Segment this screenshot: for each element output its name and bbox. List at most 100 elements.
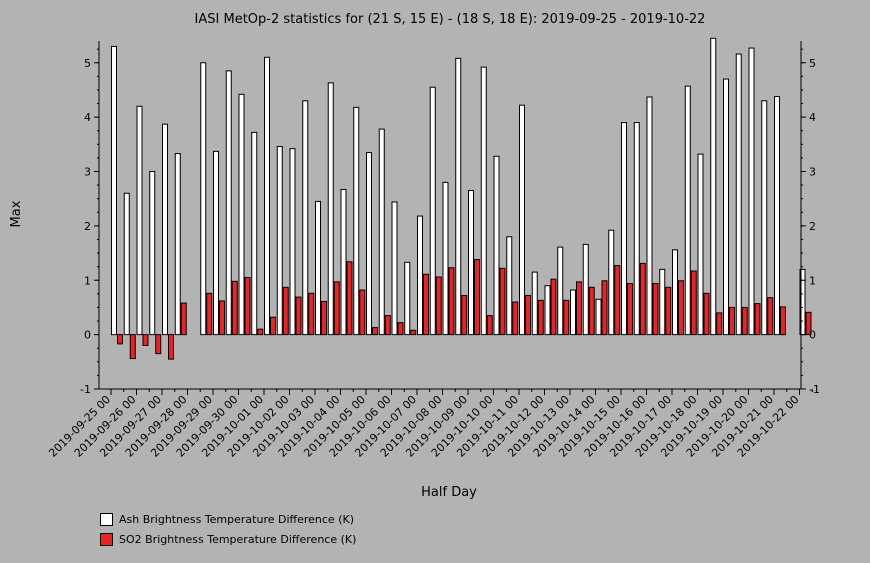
- so2-bar: [346, 261, 353, 336]
- so2-bar: [639, 262, 646, 336]
- y-tick-label-right: 5: [809, 57, 816, 70]
- ash-bar: [659, 268, 666, 336]
- ash-bar: [493, 155, 500, 336]
- so2-bar: [244, 277, 251, 336]
- ash-bar: [774, 95, 780, 336]
- so2-bar: [231, 280, 238, 336]
- ash-bar: [366, 151, 372, 336]
- ash-bar: [455, 57, 462, 336]
- ash-bar: [672, 249, 678, 336]
- ash-bar: [646, 96, 653, 336]
- so2-bar: [397, 322, 404, 336]
- so2-bar: [435, 276, 442, 336]
- ash-bar: [353, 106, 360, 336]
- legend-swatch-so2: [100, 533, 113, 546]
- ash-bar: [213, 150, 219, 336]
- y-tick-label-right: 2: [809, 220, 816, 233]
- ash-bar: [162, 123, 168, 336]
- ash-bar: [468, 190, 474, 336]
- so2-bar: [703, 292, 710, 336]
- ash-bar: [582, 243, 589, 336]
- y-tick-label-right: 0: [809, 329, 816, 342]
- ash-bar: [480, 66, 487, 336]
- so2-bar: [219, 300, 225, 336]
- so2-bar: [423, 273, 429, 336]
- so2-bar: [117, 334, 123, 345]
- ash-bar: [174, 153, 181, 336]
- bars-group: [111, 37, 812, 360]
- ash-bar: [429, 86, 436, 336]
- so2-bar: [486, 315, 493, 336]
- so2-bar: [333, 281, 340, 336]
- legend-swatch-ash: [100, 513, 113, 526]
- chart-title: IASI MetOp-2 statistics for (21 S, 15 E)…: [195, 12, 706, 27]
- y-tick-label-left: 5: [84, 57, 91, 70]
- so2-bar: [168, 334, 174, 360]
- ash-bar: [225, 70, 232, 336]
- y-tick-label-left: 3: [84, 166, 91, 179]
- so2-bar: [384, 315, 391, 336]
- so2-bar: [295, 296, 302, 336]
- ash-bar: [748, 47, 755, 336]
- so2-bar: [716, 312, 723, 336]
- y-tick-label-left: 0: [84, 329, 91, 342]
- so2-bar: [448, 267, 455, 336]
- ash-bar: [761, 100, 768, 336]
- so2-bar: [372, 327, 378, 336]
- ash-bar: [340, 188, 347, 336]
- ash-bar: [570, 289, 576, 336]
- ash-bar: [735, 53, 742, 336]
- so2-bar: [741, 306, 748, 336]
- so2-bar: [665, 286, 672, 336]
- ash-bar: [506, 236, 513, 336]
- ash-bar: [544, 285, 551, 336]
- y-axis-label: Max: [9, 200, 24, 227]
- ash-bar: [684, 85, 691, 336]
- ash-bar: [111, 45, 117, 336]
- legend-item-ash: Ash Brightness Temperature Difference (K…: [100, 513, 354, 526]
- so2-bar: [601, 280, 608, 336]
- y-tick-label-right: 1: [809, 274, 816, 287]
- so2-bar: [461, 294, 468, 336]
- y-tick-label-right: -1: [809, 383, 820, 396]
- ash-bar: [417, 215, 423, 336]
- ash-bar: [149, 171, 156, 336]
- y-tick-label-left: -1: [80, 383, 91, 396]
- ash-bar: [327, 82, 334, 336]
- so2-bar: [525, 294, 531, 336]
- ash-bar: [595, 298, 602, 336]
- ash-bar: [723, 78, 729, 336]
- ash-bar: [697, 153, 704, 336]
- ash-bar: [302, 100, 309, 336]
- legend-label-ash: Ash Brightness Temperature Difference (K…: [119, 513, 354, 526]
- ash-bar: [531, 271, 538, 336]
- legend-item-so2: SO2 Brightness Temperature Difference (K…: [100, 533, 356, 546]
- so2-bar: [359, 289, 366, 336]
- so2-bar: [550, 278, 557, 336]
- ash-bar: [557, 246, 564, 336]
- ash-bar: [276, 145, 283, 336]
- y-tick-label-right: 3: [809, 166, 816, 179]
- legend-label-so2: SO2 Brightness Temperature Difference (K…: [119, 533, 357, 546]
- ash-bar: [238, 93, 245, 336]
- so2-bar: [754, 303, 761, 336]
- so2-bar: [282, 286, 289, 336]
- ash-bar: [315, 200, 321, 336]
- ash-bar: [136, 105, 143, 336]
- so2-bar: [129, 334, 136, 360]
- ash-bar: [710, 37, 717, 336]
- y-tick-label-left: 4: [84, 111, 91, 124]
- ash-bar: [442, 181, 449, 336]
- ash-bar: [404, 261, 411, 336]
- so2-bar: [308, 292, 315, 336]
- so2-bar: [563, 299, 570, 336]
- ash-bar: [289, 148, 296, 336]
- so2-bar: [499, 267, 506, 336]
- so2-bar: [142, 334, 149, 346]
- so2-bar: [410, 329, 417, 336]
- ash-bar: [608, 229, 615, 336]
- ash-bar: [200, 62, 207, 336]
- so2-bar: [512, 301, 519, 336]
- y-tick-label-right: 4: [809, 111, 816, 124]
